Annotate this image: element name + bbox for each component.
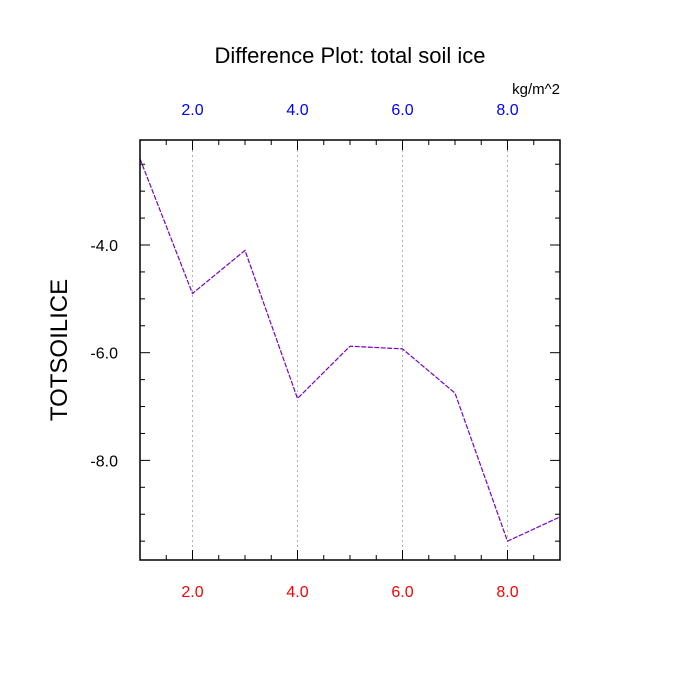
- y-axis-label: TOTSOILICE: [46, 279, 73, 421]
- axis-ticks: [139, 140, 561, 560]
- x-tick-label-bottom: 4.0: [286, 584, 308, 601]
- y-tick-label: -6.0: [90, 346, 118, 363]
- series-line: [139, 158, 561, 543]
- plot-frame: [139, 139, 561, 561]
- x-tick-label-top: 8.0: [496, 102, 518, 119]
- y-tick-label: -8.0: [90, 453, 118, 470]
- grid-lines: [192, 140, 508, 560]
- chart-title: Difference Plot: total soil ice: [214, 43, 485, 68]
- x-tick-label-bottom: 8.0: [496, 584, 518, 601]
- x-tick-label-bottom: 2.0: [181, 584, 203, 601]
- tick-labels: 2.0 2.0 4.0 4.0 6.0 6.0 8.0 8.0 -4.0 -6.0 -8.0: [90, 102, 518, 601]
- x-tick-label-top: 4.0: [286, 102, 308, 119]
- x-tick-label-top: 6.0: [391, 102, 413, 119]
- y-tick-label: -4.0: [90, 238, 118, 255]
- series-layer: [139, 158, 561, 543]
- units-label: kg/m^2: [512, 81, 560, 98]
- x-tick-label-top: 2.0: [181, 102, 203, 119]
- x-tick-label-bottom: 6.0: [391, 584, 413, 601]
